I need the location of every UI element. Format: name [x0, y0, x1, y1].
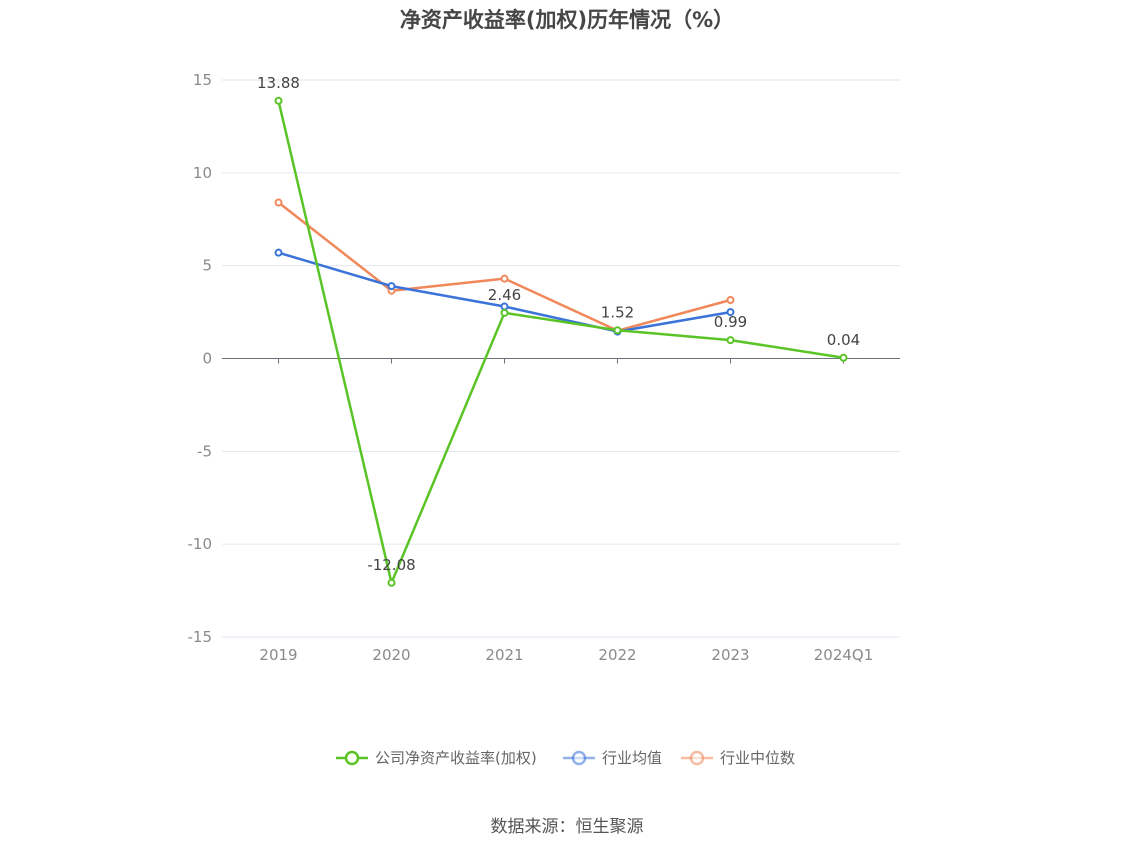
data-point	[274, 96, 283, 105]
data-point	[613, 326, 622, 335]
legend-item: 行业中位数	[681, 749, 795, 767]
data-point	[500, 274, 509, 283]
x-tick-label: 2022	[598, 646, 636, 664]
y-tick-label: -10	[188, 535, 213, 553]
data-point	[387, 282, 396, 291]
y-tick-label: 0	[202, 350, 212, 368]
data-point	[387, 578, 396, 587]
data-point	[839, 353, 848, 362]
y-tick-label: 10	[193, 164, 212, 182]
legend-marker	[689, 750, 705, 766]
x-tick-label: 2020	[372, 646, 410, 664]
y-tick-label: -15	[188, 628, 213, 646]
data-label: 2.46	[488, 286, 521, 304]
x-tick-label: 2024Q1	[814, 646, 874, 664]
x-tick-label: 2021	[485, 646, 523, 664]
legend: 公司净资产收益率(加权) 行业均值 行业中位数	[336, 749, 795, 767]
grid-layer	[222, 79, 900, 638]
y-tick-label: -5	[197, 442, 212, 460]
chart-title: 净资产收益率(加权)历年情况（%）	[399, 8, 735, 32]
legend-label: 公司净资产收益率(加权)	[375, 749, 537, 767]
series-line	[277, 100, 844, 585]
data-point	[726, 308, 735, 317]
legend-marker	[571, 750, 587, 766]
data-point	[274, 198, 283, 207]
data-label: -12.08	[367, 556, 415, 574]
data-label: 0.99	[714, 313, 747, 331]
series-layer	[274, 96, 848, 587]
data-label: 13.88	[257, 74, 300, 92]
data-point	[274, 248, 283, 257]
x-tick-label: 2023	[711, 646, 749, 664]
y-tick-label: 5	[202, 257, 212, 275]
data-point	[500, 302, 509, 311]
data-label: 1.52	[601, 303, 634, 321]
x-tick-label: 2019	[259, 646, 297, 664]
legend-item: 行业均值	[563, 749, 662, 767]
data-point	[500, 308, 509, 317]
data-label: 0.04	[827, 331, 860, 349]
legend-label: 行业中位数	[720, 749, 795, 767]
legend-item: 公司净资产收益率(加权)	[336, 749, 537, 767]
legend-label: 行业均值	[602, 749, 662, 767]
data-label-layer: 13.88 -12.08 2.46 1.52 0.99 0.04	[257, 74, 860, 574]
y-tick-label: 15	[193, 71, 212, 89]
axis-layer: -15 -10 -5 0 5 10 15 2019 2020 2021 2022 2023 2024Q1	[188, 71, 900, 664]
legend-marker	[344, 750, 360, 766]
data-source: 数据来源：恒生聚源	[490, 817, 644, 837]
data-point	[726, 336, 735, 345]
data-point	[726, 296, 735, 305]
